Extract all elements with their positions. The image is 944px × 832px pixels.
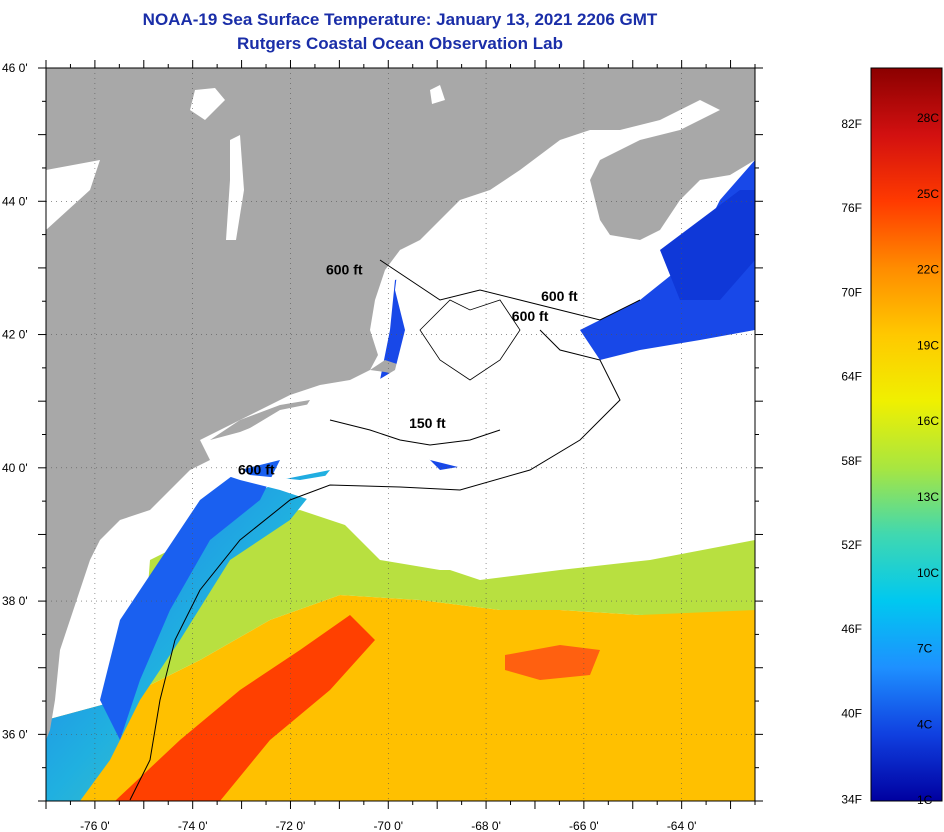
transition-water [140,510,755,690]
contour-150ft [329,419,501,446]
contour-label: 600 ft [512,308,549,324]
lat-label: 44 0' [2,194,28,208]
contour-labels: 600 ft 600 ft 600 ft 150 ft 600 ft [238,262,578,478]
lon-label: -76 0' [80,819,110,832]
colorbar-c-label: 4C [917,717,933,731]
graticule [46,68,755,801]
map-title: NOAA-19 Sea Surface Temperature: January… [142,10,658,29]
nova-scotia-shelf-water [580,160,755,360]
colorbar-f-label: 40F [841,706,862,720]
cape-cod [370,360,400,375]
offshore-cloud-patch [590,330,755,460]
colorbar-c-label: 13C [917,490,939,504]
colorbar-c-label: 16C [917,414,939,428]
lon-label: -74 0' [178,819,208,832]
lon-label: -72 0' [276,819,306,832]
warm-eddy [505,645,600,680]
colorbar-labels: 82F 76F 70F 64F 58F 52F 46F 40F 34F 28C 25C 22C 19C 1… [841,111,939,807]
axis-ticks [38,60,763,809]
contour-label: 600 ft [326,262,363,278]
contour-label: 600 ft [238,461,275,477]
colorbar-f-label: 64F [841,370,862,384]
colorbar-c-label: 19C [917,338,939,352]
map-subtitle: Rutgers Coastal Ocean Observation Lab [237,34,563,53]
axis-labels: 46 0' 44 0' 42 0' 40 0' 38 0' 36 0' -76 0' -74 … [2,61,696,832]
map-area [46,68,755,801]
colorbar-c-label: 25C [917,187,939,201]
colorbar-c-label: 10C [917,566,939,580]
colorbar-f-label: 46F [841,622,862,636]
coastal-cloud-band [210,215,610,570]
contour-label: 150 ft [409,415,446,431]
lon-label: -68 0' [471,819,501,832]
land-mass [46,68,755,740]
colorbar-f-label: 58F [841,454,862,468]
contour-600ft-slope [129,329,621,801]
lat-label: 38 0' [2,594,28,608]
colorbar-f-label: 34F [841,793,862,807]
lat-label: 36 0' [2,727,28,741]
lon-label: -66 0' [569,819,599,832]
scotian-shelf-detail [660,190,755,300]
colorbar-f-label: 76F [841,201,862,215]
colorbar-c-label: 22C [917,263,939,277]
lon-label: -64 0' [667,819,697,832]
contour-label: 600 ft [541,288,578,304]
colorbar-f-label: 70F [841,285,862,299]
colorbar-c-label: 28C [917,111,939,125]
colorbar-c-label: 1C [917,793,933,807]
colorbar-f-label: 52F [841,538,862,552]
colorbar-f-label: 82F [841,117,862,131]
colorbar-c-label: 7C [917,642,933,656]
colorbar [870,67,943,802]
lon-label: -70 0' [373,819,403,832]
cold-shelf-water [100,460,280,740]
contour-600ft-north [379,259,641,321]
gulf-stream-core [115,615,375,801]
lat-label: 40 0' [2,461,28,475]
lat-label: 46 0' [2,61,28,75]
lat-label: 42 0' [2,328,28,342]
contour-gulf-maine [419,299,521,381]
